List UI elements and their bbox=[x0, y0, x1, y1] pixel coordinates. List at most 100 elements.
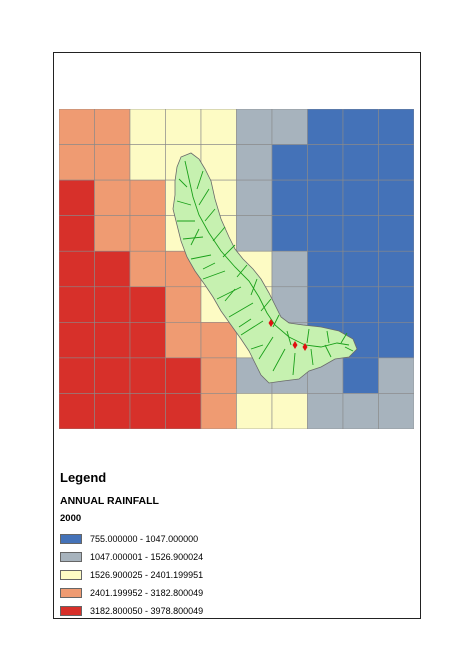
grid-cell bbox=[236, 215, 273, 252]
legend-swatch bbox=[60, 534, 82, 544]
stream-line bbox=[240, 320, 264, 336]
stream-line bbox=[202, 270, 226, 280]
stream-line bbox=[198, 188, 210, 206]
stream-line bbox=[250, 344, 264, 350]
grid-cell bbox=[94, 109, 131, 145]
stream-line bbox=[324, 344, 332, 358]
legend-item: 1047.000001 - 1526.900024 bbox=[60, 548, 400, 566]
grid-cell bbox=[59, 393, 95, 429]
grid-cell bbox=[59, 144, 95, 181]
grid-cell bbox=[129, 286, 166, 323]
stream-line bbox=[222, 244, 236, 258]
grid-cell bbox=[59, 322, 95, 359]
grid-cell bbox=[271, 393, 308, 429]
grid-cell bbox=[342, 250, 379, 288]
grid-cell bbox=[307, 215, 344, 252]
stream-line bbox=[184, 160, 350, 348]
stream-line bbox=[224, 288, 236, 302]
grid-cell bbox=[378, 179, 414, 216]
grid-cell bbox=[59, 215, 95, 252]
gauge-marker bbox=[268, 319, 274, 327]
grid-cell bbox=[129, 322, 166, 359]
grid-cell bbox=[94, 393, 131, 429]
stream-line bbox=[190, 228, 200, 246]
grid-cell bbox=[165, 286, 202, 323]
grid-cell bbox=[271, 250, 308, 288]
grid-cell bbox=[342, 286, 379, 323]
grid-cell bbox=[307, 250, 344, 288]
grid-cell bbox=[378, 144, 414, 181]
stream-line bbox=[286, 330, 292, 346]
legend-item: 1526.900025 - 2401.199951 bbox=[60, 566, 400, 584]
grid-cell bbox=[307, 179, 344, 216]
legend-title: Legend bbox=[60, 470, 107, 485]
grid-cell bbox=[129, 250, 166, 288]
stream-line bbox=[292, 352, 296, 376]
grid-cell bbox=[378, 322, 414, 359]
legend-swatch bbox=[60, 570, 82, 580]
stream-line bbox=[212, 226, 226, 242]
stream-line bbox=[340, 332, 348, 344]
grid-cell bbox=[307, 286, 344, 323]
grid-cell bbox=[236, 109, 273, 145]
legend-item: 2401.199952 - 3182.800049 bbox=[60, 584, 400, 602]
stream-line bbox=[204, 208, 216, 222]
stream-line bbox=[178, 178, 188, 188]
grid-cell bbox=[200, 322, 237, 359]
grid-cell bbox=[200, 109, 237, 145]
stream-network bbox=[176, 160, 354, 376]
legend-swatch bbox=[60, 606, 82, 616]
grid-cell bbox=[165, 393, 202, 429]
grid-cell bbox=[378, 393, 414, 429]
grid-cell bbox=[200, 393, 237, 429]
stream-line bbox=[258, 336, 274, 360]
grid-cell bbox=[342, 393, 379, 429]
stream-line bbox=[306, 328, 310, 344]
watershed-boundary bbox=[172, 152, 358, 384]
stream-line bbox=[202, 262, 216, 270]
grid-cell bbox=[378, 357, 414, 394]
grid-cell bbox=[271, 215, 308, 252]
legend-label: 2401.199952 - 3182.800049 bbox=[90, 588, 204, 598]
stream-line bbox=[260, 298, 272, 312]
legend-layer-name: ANNUAL RAINFALL bbox=[60, 495, 159, 507]
grid-cell bbox=[236, 144, 273, 181]
gauge-points bbox=[268, 319, 308, 351]
rainfall-map bbox=[59, 109, 414, 429]
grid-cell bbox=[129, 393, 166, 429]
grid-cell bbox=[94, 322, 131, 359]
grid-cell bbox=[271, 144, 308, 181]
legend: Legend ANNUAL RAINFALL 2000 755.000000 -… bbox=[60, 470, 400, 620]
grid-cell bbox=[129, 179, 166, 216]
grid-cell bbox=[165, 322, 202, 359]
grid-cell bbox=[342, 109, 379, 145]
grid-cell bbox=[165, 357, 202, 394]
grid-cell bbox=[59, 357, 95, 394]
grid-cell bbox=[307, 393, 344, 429]
grid-cell bbox=[59, 286, 95, 323]
stream-line bbox=[344, 346, 354, 352]
legend-item: 755.000000 - 1047.000000 bbox=[60, 530, 400, 548]
stream-line bbox=[176, 200, 192, 206]
gauge-marker bbox=[302, 343, 308, 351]
grid-cell bbox=[271, 179, 308, 216]
grid-cell bbox=[94, 250, 131, 288]
stream-line bbox=[228, 302, 254, 318]
grid-cell bbox=[342, 357, 379, 394]
stream-line bbox=[272, 348, 286, 372]
grid-cell bbox=[200, 357, 237, 394]
stream-line bbox=[272, 314, 280, 328]
legend-field-name: 2000 bbox=[60, 513, 82, 524]
grid-cell bbox=[342, 144, 379, 181]
grid-cell bbox=[94, 357, 131, 394]
grid-cell bbox=[59, 179, 95, 216]
grid-cell bbox=[129, 144, 166, 181]
grid-cell bbox=[129, 109, 166, 145]
grid-cell bbox=[59, 109, 95, 145]
grid-cell bbox=[94, 144, 131, 181]
legend-label: 3182.800050 - 3978.800049 bbox=[90, 606, 204, 616]
grid-cell bbox=[236, 179, 273, 216]
grid-cell bbox=[342, 179, 379, 216]
stream-line bbox=[236, 264, 248, 278]
legend-swatch bbox=[60, 552, 82, 562]
